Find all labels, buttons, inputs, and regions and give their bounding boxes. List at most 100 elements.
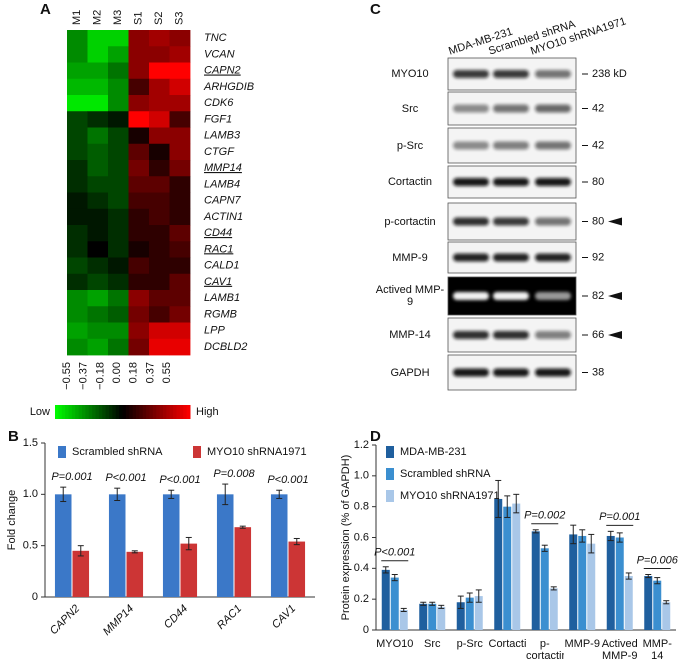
size-arrow bbox=[608, 292, 622, 300]
heatmap-cell bbox=[128, 192, 150, 210]
blot-band bbox=[493, 70, 529, 78]
legend-label: MDA-MB-231 bbox=[400, 446, 467, 458]
colorbar-segment bbox=[92, 405, 96, 419]
bar bbox=[494, 498, 503, 630]
error-bar bbox=[475, 589, 482, 603]
x-tick-label: CD44 bbox=[162, 603, 190, 631]
size-label: 92 bbox=[592, 251, 604, 263]
heatmap-cell bbox=[87, 143, 109, 161]
heatmap-cell bbox=[128, 78, 150, 96]
bar bbox=[512, 503, 521, 630]
error-bar bbox=[77, 545, 84, 557]
x-tick-label-box: MYO10 bbox=[376, 638, 413, 650]
heatmap-cell bbox=[67, 95, 88, 112]
error-bar bbox=[400, 607, 407, 612]
heatmap-cell bbox=[67, 225, 88, 242]
heatmap-cell bbox=[67, 241, 88, 258]
bar bbox=[569, 534, 578, 630]
colorbar-segment bbox=[109, 405, 113, 419]
error-bar bbox=[185, 536, 192, 551]
bar bbox=[419, 603, 428, 630]
blot-band bbox=[493, 104, 529, 113]
heatmap-cell bbox=[87, 241, 109, 258]
bar bbox=[644, 576, 653, 630]
heatmap-cell bbox=[128, 176, 150, 193]
bar bbox=[615, 537, 624, 630]
error-bar bbox=[625, 572, 632, 580]
colorbar-segment bbox=[78, 405, 83, 419]
error-bar bbox=[114, 487, 121, 501]
p-value: P=0.008 bbox=[213, 468, 255, 480]
colorbar-tick-label: 0.00 bbox=[111, 362, 123, 383]
gene-label: CDK6 bbox=[204, 97, 234, 109]
bar bbox=[234, 527, 252, 597]
y-tick-label: 1.0 bbox=[354, 470, 369, 482]
heatmap-cell bbox=[67, 338, 88, 356]
error-bar bbox=[168, 489, 175, 499]
column-label: S2 bbox=[153, 12, 165, 25]
y-tick-label: 0 bbox=[32, 591, 38, 603]
colorbar-segment bbox=[159, 405, 164, 419]
legend-swatch bbox=[386, 490, 394, 502]
heatmap-cell bbox=[108, 160, 129, 177]
heatmap-cell bbox=[108, 192, 129, 210]
heatmap-cell bbox=[149, 338, 170, 356]
blot-row-label: Actived MMP-9 bbox=[375, 284, 445, 308]
bar bbox=[162, 494, 180, 597]
bar bbox=[540, 548, 549, 630]
heatmap-cell bbox=[87, 322, 109, 340]
heatmap-cell bbox=[67, 322, 88, 340]
colorbar-segment bbox=[102, 405, 107, 419]
heatmap-cell bbox=[67, 306, 88, 323]
heatmap-cell bbox=[108, 111, 129, 128]
heatmap-cell bbox=[128, 322, 150, 340]
heatmap-cell bbox=[169, 78, 191, 96]
blot-band bbox=[453, 104, 489, 113]
colorbar-segment bbox=[75, 405, 80, 419]
blot-band bbox=[493, 253, 529, 262]
size-arrow bbox=[608, 217, 622, 226]
heatmap-cell bbox=[87, 257, 109, 275]
bar bbox=[465, 597, 474, 630]
y-axis-title: Fold change bbox=[6, 490, 18, 551]
heatmap-cell bbox=[169, 111, 191, 128]
x-tick-label: MMP-14 bbox=[642, 638, 672, 662]
heatmap-cell bbox=[87, 338, 109, 356]
blot-row-label: MYO10 bbox=[391, 68, 429, 80]
heatmap-cell bbox=[87, 273, 109, 291]
heatmap-cell bbox=[149, 192, 170, 210]
heatmap-cell bbox=[128, 127, 150, 145]
colorbar-segment bbox=[152, 405, 157, 419]
colorbar-segment bbox=[173, 405, 177, 419]
size-label: 42 bbox=[592, 102, 604, 114]
heatmap-cell bbox=[128, 160, 150, 177]
colorbar-segment bbox=[186, 405, 191, 419]
colorbar-segment bbox=[179, 405, 184, 419]
heatmap-cell bbox=[169, 143, 191, 161]
heatmap-cell bbox=[128, 273, 150, 291]
size-label: 66 bbox=[592, 329, 604, 341]
heatmap-cell bbox=[87, 111, 109, 128]
error-bar bbox=[429, 601, 436, 606]
gene-label: RAC1 bbox=[204, 243, 233, 255]
gene-label: CAV1 bbox=[204, 276, 232, 288]
x-tick-label: RAC1 bbox=[215, 603, 244, 632]
blot-row-label: p-cortactin bbox=[384, 215, 436, 228]
heatmap-cell bbox=[128, 208, 150, 226]
legend-swatch bbox=[386, 446, 394, 458]
blot-row-label: p-Src bbox=[396, 139, 424, 152]
error-bar bbox=[457, 595, 464, 609]
x-tick-label: MMP14 bbox=[101, 603, 136, 638]
error-bar bbox=[550, 586, 557, 591]
colorbar-segment bbox=[95, 405, 100, 419]
x-tick-label-box: p-Src bbox=[457, 638, 483, 650]
gene-label: DCBLD2 bbox=[204, 341, 247, 353]
heatmap-cell bbox=[128, 111, 150, 128]
error-bar bbox=[60, 486, 67, 503]
x-tick-label-box: Cortactin bbox=[489, 638, 527, 650]
colorbar-segment bbox=[98, 405, 103, 419]
p-value: P<0.001 bbox=[267, 474, 308, 486]
heatmap-cell bbox=[67, 78, 88, 96]
colorbar-segment bbox=[156, 405, 161, 419]
